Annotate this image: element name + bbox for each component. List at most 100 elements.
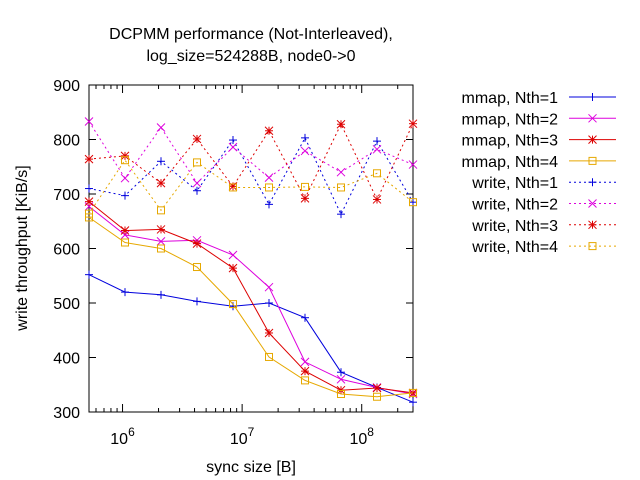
legend-item: mmap, Nth=1 <box>462 90 616 107</box>
x-axis-label: sync size [B] <box>206 459 296 476</box>
legend: mmap, Nth=1 mmap, Nth=2 mmap, Nth=3 mmap, N… <box>462 90 616 256</box>
data-point <box>588 93 597 101</box>
chart-subtitle: log_size=524288B, node0->0 <box>146 48 355 65</box>
data-point <box>265 299 273 307</box>
data-point <box>264 328 274 338</box>
legend-item: write, Nth=4 <box>471 239 616 256</box>
data-point <box>372 144 382 154</box>
series-write-nth-4 <box>85 156 417 218</box>
data-point <box>192 239 202 248</box>
x-tick-exponent: 6 <box>128 425 135 439</box>
data-point <box>157 157 165 166</box>
y-tick-label: 600 <box>53 242 80 259</box>
series-line <box>88 201 414 394</box>
legend-label: write, Nth=1 <box>471 175 558 192</box>
x-tick-label: 108 <box>349 425 374 448</box>
y-tick-label: 900 <box>53 78 80 95</box>
data-point <box>301 182 309 191</box>
series-line <box>88 216 414 398</box>
data-point <box>588 242 597 251</box>
data-point <box>228 142 238 152</box>
data-point <box>121 191 129 200</box>
data-point <box>300 146 310 156</box>
data-point <box>265 183 273 192</box>
series-line <box>88 136 414 216</box>
data-point <box>121 288 129 297</box>
data-point <box>301 376 309 385</box>
data-point <box>373 169 381 178</box>
series-mmap-nth-3 <box>84 197 418 398</box>
chart-title: DCPMM performance (Not-Interleaved), <box>109 26 393 43</box>
data-point <box>193 297 201 306</box>
data-point <box>300 194 310 203</box>
data-point <box>157 244 165 253</box>
data-point <box>409 398 417 407</box>
data-point <box>85 209 93 218</box>
data-point <box>157 290 165 299</box>
legend-label: write, Nth=4 <box>471 239 558 256</box>
legend-label: mmap, Nth=3 <box>462 133 559 150</box>
y-tick-label: 700 <box>53 187 80 204</box>
data-point <box>228 250 238 260</box>
data-point <box>588 220 597 230</box>
y-tick-label: 300 <box>53 405 80 422</box>
legend-label: mmap, Nth=2 <box>462 111 559 128</box>
data-point <box>409 198 417 207</box>
x-tick-exponent: 7 <box>248 425 255 439</box>
series-line <box>88 123 414 201</box>
data-point <box>336 119 346 129</box>
legend-label: mmap, Nth=4 <box>462 154 559 171</box>
data-point <box>264 126 274 136</box>
data-point <box>588 135 597 144</box>
data-point <box>408 160 418 169</box>
data-point <box>193 263 201 272</box>
data-point <box>228 263 238 273</box>
legend-item: write, Nth=3 <box>471 218 616 235</box>
data-point <box>372 195 382 204</box>
legend-item: write, Nth=2 <box>471 197 616 214</box>
data-point <box>373 392 381 401</box>
data-point <box>193 158 201 167</box>
y-tick-label: 400 <box>53 351 80 368</box>
legend-item: write, Nth=1 <box>471 175 616 192</box>
data-point <box>301 133 309 142</box>
series-line <box>88 159 414 214</box>
data-point <box>588 199 597 208</box>
data-point <box>588 113 597 123</box>
data-point <box>120 173 130 183</box>
data-point <box>120 151 130 161</box>
data-point <box>84 117 94 126</box>
data-point <box>229 300 237 309</box>
data-point <box>264 282 274 292</box>
y-axis-label: write throughput [KiB/s] <box>14 165 31 331</box>
series-mmap-nth-1 <box>85 270 417 407</box>
data-point <box>337 183 345 192</box>
data-point <box>121 238 129 247</box>
data-point <box>264 173 274 183</box>
legend-label: write, Nth=2 <box>471 197 558 214</box>
data-point <box>588 156 597 165</box>
data-point <box>121 156 129 165</box>
legend-item: mmap, Nth=4 <box>462 154 616 171</box>
data-point <box>265 200 273 209</box>
data-point <box>156 225 166 234</box>
data-point <box>336 167 346 177</box>
legend-label: write, Nth=3 <box>471 218 558 235</box>
data-point <box>337 368 345 377</box>
legend-item: mmap, Nth=2 <box>462 111 616 128</box>
data-point <box>156 123 166 132</box>
data-point <box>300 366 310 376</box>
data-point <box>229 136 237 145</box>
x-tick-label: 106 <box>110 425 135 448</box>
data-point <box>156 178 166 188</box>
series-line <box>88 121 414 184</box>
series-write-nth-2 <box>84 117 418 188</box>
data-point <box>192 178 202 188</box>
legend-label: mmap, Nth=1 <box>462 90 559 107</box>
y-tick-label: 500 <box>53 296 80 313</box>
data-point <box>265 352 273 361</box>
data-point <box>372 383 382 393</box>
legend-item: mmap, Nth=3 <box>462 133 616 150</box>
